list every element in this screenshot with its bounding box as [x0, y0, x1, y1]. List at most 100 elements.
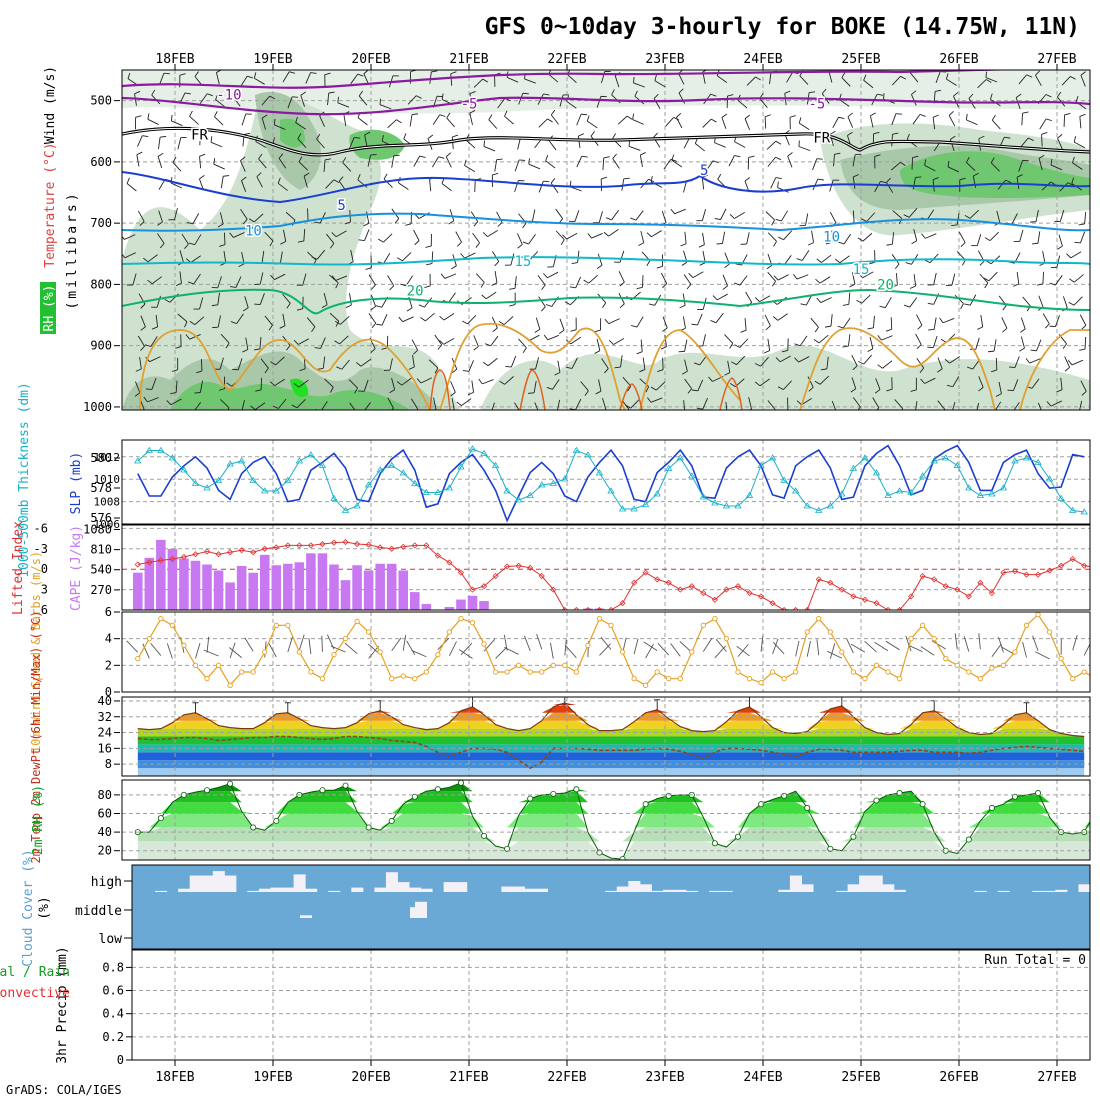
wind-barb [528, 163, 541, 170]
wind-barb-flag [441, 93, 444, 100]
wind-barb-flag [166, 400, 172, 406]
thickness-point [1080, 508, 1088, 515]
date-label-bottom: 25FEB [841, 1070, 880, 1085]
wind-barb-flag [439, 315, 445, 321]
upper-air-axis-labels: (millibars) Wind (m/s) Temperature (°C) … [40, 66, 80, 334]
contour-label: FR [191, 127, 208, 143]
wind-barb [158, 137, 161, 150]
rh-band [137, 813, 1090, 828]
wind-barb [770, 177, 777, 189]
wind-barb-flag [771, 281, 776, 287]
wind-barb [570, 336, 582, 345]
surface-wind-barb [907, 644, 923, 653]
wind-barb [612, 158, 620, 169]
wind-barb [697, 379, 704, 391]
tick-label: 0.4 [102, 1007, 124, 1021]
wind-barb [389, 358, 393, 371]
wind-barb [642, 275, 644, 288]
wind-barb [1058, 234, 1063, 247]
wind-barb [975, 337, 980, 350]
wind-barb-flag [708, 376, 713, 382]
cloud-series [155, 871, 1091, 918]
wind-barb-flag [543, 93, 550, 96]
wind-barb [937, 400, 946, 410]
wind-barb-flag [886, 388, 893, 392]
wind-barb-flag [1006, 409, 1008, 410]
wind-barb-flag [691, 389, 699, 392]
wind-barb-flag [681, 261, 688, 266]
wind-barb [529, 251, 539, 261]
wind-barb-flag [311, 256, 318, 260]
wind-barb [602, 157, 605, 170]
wind-barb-flag [295, 116, 298, 123]
wind-barb [894, 399, 903, 409]
wind-barb [869, 336, 874, 349]
wind-barb-flag [777, 181, 779, 188]
wind-barb [451, 137, 454, 150]
wind-barb-flag [966, 366, 973, 370]
wind-barb-flag [196, 370, 203, 374]
tick-label: 0.8 [102, 960, 124, 974]
wind-barb [381, 314, 388, 326]
wind-barb-flag [331, 275, 337, 281]
thickness-point [503, 487, 511, 494]
high-cloud-block [374, 887, 387, 892]
li-point [1081, 562, 1088, 569]
li-point [284, 542, 291, 549]
wind-barb-flag [331, 232, 337, 238]
li-point [677, 586, 684, 593]
tick-label: 700 [90, 216, 112, 230]
wind-barb-flag [159, 243, 165, 249]
surface-wind-barb [406, 640, 416, 655]
li-point [169, 555, 176, 563]
cape-bar [248, 572, 258, 610]
wind-barb-flag [419, 155, 426, 158]
surface-wind-barb [600, 636, 612, 650]
thickness-point [261, 487, 269, 494]
wind-speed-point [423, 669, 429, 675]
wind-barb-flag [324, 158, 331, 161]
date-label-bottom: 20FEB [351, 1070, 390, 1085]
wind-barb [684, 339, 688, 352]
wind-barb [978, 376, 984, 388]
wind-barb [916, 314, 923, 326]
date-label-top: 26FEB [939, 52, 978, 67]
wind-barb-flag [807, 242, 814, 246]
wind-barb [1038, 295, 1044, 308]
wind-barb-flag [473, 221, 479, 227]
wind-barb [947, 166, 960, 173]
wind-barb [535, 317, 541, 330]
cape-bar [294, 562, 305, 610]
wind-barb [997, 179, 1006, 190]
wind-barb [383, 178, 393, 188]
wind-barb [651, 230, 662, 238]
high-cloud-block [859, 875, 872, 892]
wind-barb [259, 293, 265, 305]
wind-speed-point [504, 669, 510, 675]
wind-barb-flag [1071, 156, 1075, 163]
wind-barb-flag [426, 263, 433, 266]
wind-barb-flag [775, 156, 782, 161]
thickness-point [376, 466, 384, 473]
thickness-point [422, 488, 431, 495]
surface-wind-barb [599, 643, 611, 656]
wind-barb [873, 315, 875, 328]
date-label-bottom: 22FEB [547, 1070, 586, 1085]
wind-barb-flag [924, 259, 931, 264]
surface-wind-barb [806, 640, 811, 657]
wind-barb [324, 378, 334, 388]
tick-label: 580 [90, 451, 112, 465]
wind-barb-flag [528, 158, 530, 165]
wind-barb [1035, 209, 1039, 222]
wind-barb [748, 397, 752, 410]
wind-barb [577, 136, 581, 149]
wind-barb-flag [1002, 305, 1007, 311]
thickness-point [399, 469, 407, 476]
wind-barb [320, 337, 326, 349]
wind-barb-flag [612, 153, 617, 159]
wind-barb-flag [232, 91, 238, 97]
wind-barb [995, 357, 998, 370]
wind-barb [786, 71, 794, 83]
isotherm-20 [122, 288, 1090, 315]
wind-barb-flag [253, 72, 257, 79]
